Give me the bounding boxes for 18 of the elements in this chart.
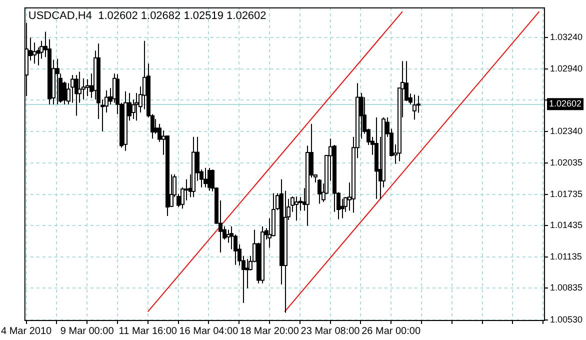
y-tick-label: 1.00530 [550,314,583,324]
x-tick-label: 11 Mar 16:00 [118,326,178,337]
y-tick-label: 1.00835 [550,282,583,293]
y-tick-label: 1.01135 [550,251,582,262]
x-tick-label: 4 Mar 2010 [0,326,52,337]
x-tick-label: 26 Mar 00:00 [362,326,421,337]
x-tick-label: 9 Mar 00:00 [60,326,114,337]
y-tick-label: 1.02035 [550,158,583,168]
chart-title: USDCAD,H4 1.02602 1.02682 1.02519 1.02602 [28,10,266,22]
x-tick-label: 18 Mar 20:00 [240,326,300,337]
y-tick-label: 1.01435 [550,220,583,230]
y-tick-label: 1.02340 [550,126,583,136]
x-tick-label: 16 Mar 04:00 [179,326,239,337]
ref-line-label: 1.02602 [549,98,582,109]
y-tick-label: 1.01735 [550,188,583,199]
y-tick-label: 1.02940 [550,63,583,74]
x-tick-label: 23 Mar 08:00 [300,326,360,337]
y-tick-label: 1.03240 [550,32,583,42]
